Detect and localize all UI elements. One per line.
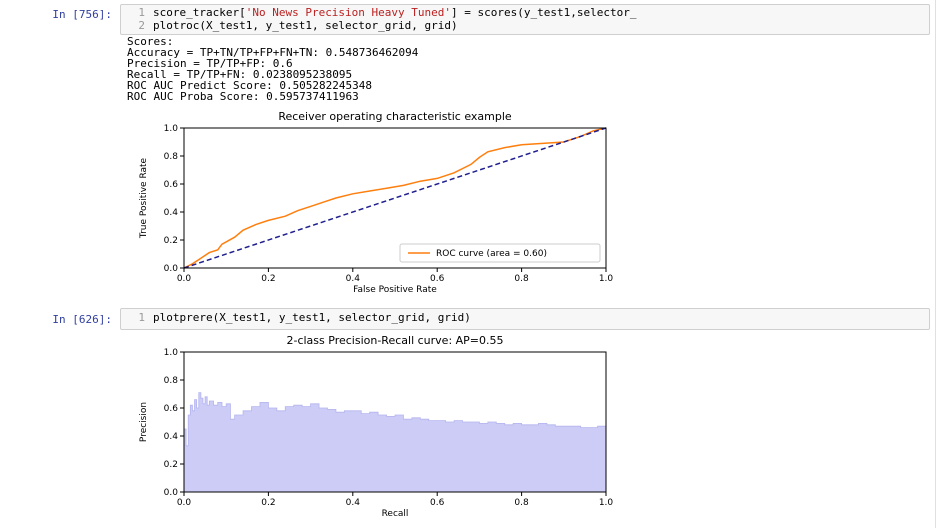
code-text: score_tracker[ <box>153 6 246 19</box>
pr-area-fill <box>183 392 607 493</box>
pr-ytick-label: 0.8 <box>164 376 179 386</box>
output-line: Recall = TP/TP+FN: 0.0238095238095 <box>127 68 353 81</box>
pr-ytick-label: 0.0 <box>164 488 179 498</box>
roc-xlabel: False Positive Rate <box>353 285 437 295</box>
pr-xtick-label: 0.8 <box>514 498 529 508</box>
roc-plot-frame <box>183 127 607 269</box>
code-text: ] = scores(y_test1,selector_ <box>451 6 637 19</box>
pr-xlabel: Recall <box>382 509 409 519</box>
pr-xtick-label: 0.0 <box>177 498 192 508</box>
code-text: plotprere(X_test1, y_test1, selector_gri… <box>153 311 471 324</box>
code-string: 'No News Precision Heavy Tuned' <box>245 6 452 19</box>
code-line-2: 2 plotroc(X_test1, y_test1, selector_grid… <box>121 19 929 32</box>
roc-legend-box <box>399 243 601 263</box>
output-line: ROC AUC Predict Score: 0.505282245348 <box>127 79 373 92</box>
output-line: Precision = TP/TP+FP: 0.6 <box>127 57 293 70</box>
code-line-1: 1 plotprere(X_test1, y_test1, selector_gr… <box>121 311 929 324</box>
roc-ytick-label: 0.4 <box>164 208 179 218</box>
pr-ytick-label: 0.6 <box>164 404 179 414</box>
roc-xtick-label: 0.4 <box>346 274 361 284</box>
code-text: plotroc(X_test1, y_test1, selector_grid,… <box>153 19 458 32</box>
roc-ytick-label: 1.0 <box>164 124 179 134</box>
cell1-prompt: In [756]: <box>52 8 112 21</box>
roc-legend-label: ROC curve (area = 0.60) <box>436 249 547 259</box>
roc-ytick-label: 0.6 <box>164 180 179 190</box>
precision-recall-chart: 2-class Precision-Recall curve: AP=0.55 0… <box>139 334 614 519</box>
roc-ytick-label: 0.8 <box>164 152 179 162</box>
roc-ylabel: True Positive Rate <box>139 157 149 239</box>
roc-ytick-label: 0.2 <box>164 236 178 246</box>
roc-xtick-label: 0.0 <box>177 274 192 284</box>
pr-ytick-label: 0.2 <box>164 460 178 470</box>
pr-xtick-label: 0.6 <box>430 498 445 508</box>
roc-chart: Receiver operating characteristic exampl… <box>139 110 614 295</box>
roc-title: Receiver operating characteristic exampl… <box>278 110 512 123</box>
roc-xtick-label: 0.2 <box>261 274 275 284</box>
output-line: Scores: <box>127 35 174 48</box>
line-number: 2 <box>138 19 145 32</box>
roc-diagonal-line <box>183 127 607 269</box>
line-number: 1 <box>138 311 145 324</box>
output-line: Accuracy = TP+TN/TP+FP+FN+TN: 0.54873646… <box>127 46 419 59</box>
pr-xtick-label: 0.4 <box>346 498 361 508</box>
code-line-1: 1 score_tracker['No News Precision Heavy … <box>121 6 929 19</box>
roc-xtick-label: 1.0 <box>599 274 614 284</box>
pr-ytick-label: 1.0 <box>164 348 179 358</box>
cell1-output: Scores: Accuracy = TP+TN/TP+FP+FN+TN: 0.5… <box>127 36 418 102</box>
cell2-prompt: In [626]: <box>52 313 112 326</box>
roc-xtick-label: 0.8 <box>514 274 529 284</box>
output-line: ROC AUC Proba Score: 0.595737411963 <box>127 90 359 103</box>
cell2-code-editor[interactable]: 1 plotprere(X_test1, y_test1, selector_gr… <box>120 308 930 330</box>
roc-ytick-label: 0.0 <box>164 264 179 274</box>
pr-title: 2-class Precision-Recall curve: AP=0.55 <box>286 334 503 347</box>
cell1-code-editor[interactable]: 1 score_tracker['No News Precision Heavy … <box>120 4 930 35</box>
pr-xtick-label: 1.0 <box>599 498 614 508</box>
pr-ytick-label: 0.4 <box>164 432 179 442</box>
pr-plot-frame <box>183 351 607 493</box>
roc-curve-line <box>183 127 607 269</box>
pr-ylabel: Precision <box>139 402 149 442</box>
roc-xtick-label: 0.6 <box>430 274 445 284</box>
line-number: 1 <box>138 6 145 19</box>
pr-xtick-label: 0.2 <box>261 498 275 508</box>
